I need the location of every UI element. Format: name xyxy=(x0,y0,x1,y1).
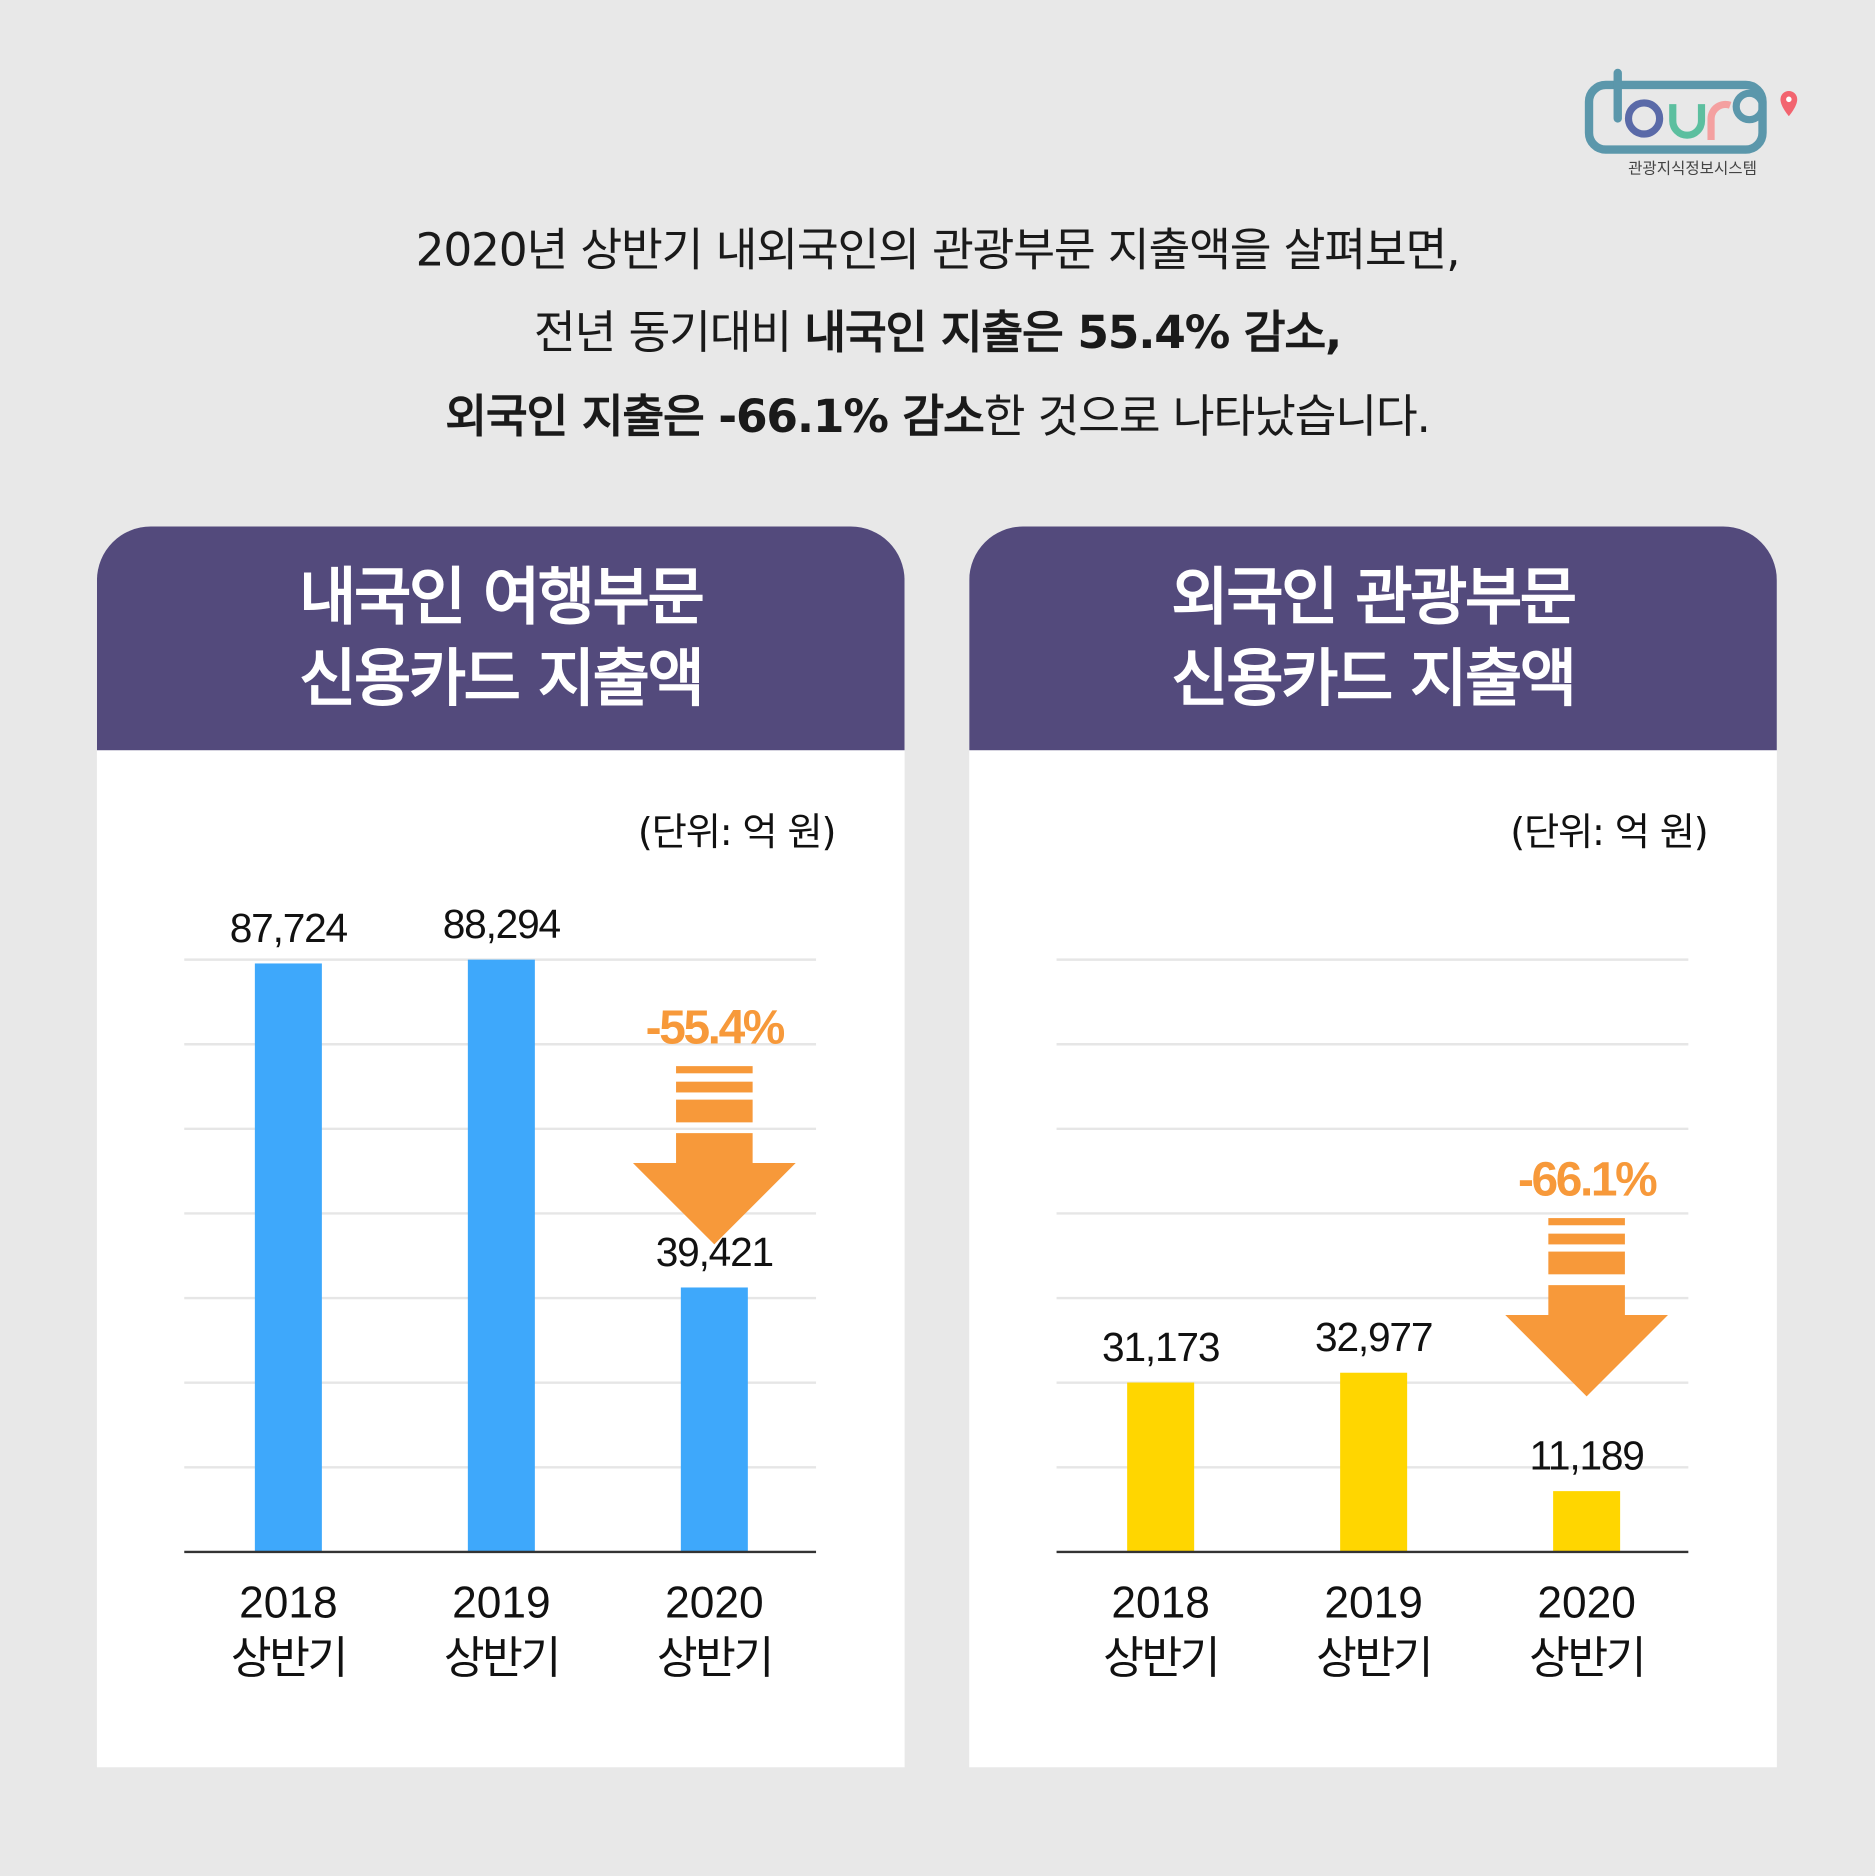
arrow-stripe xyxy=(1548,1233,1625,1245)
bar xyxy=(467,959,535,1552)
foreign-chart-panel: 외국인 관광부문 신용카드 지출액 (단위: 억 원) 31,173 2018 상반… xyxy=(969,526,1777,1768)
category-label-year: 2018 xyxy=(1111,1579,1209,1628)
down-arrow-icon xyxy=(1505,1285,1668,1397)
bar xyxy=(680,1287,748,1552)
category-label-year: 2020 xyxy=(1537,1579,1635,1628)
domestic-chart-panel: 내국인 여행부문 신용카드 지출액 (단위: 억 원) 87,724 2018 상반… xyxy=(96,526,905,1768)
bar xyxy=(254,963,322,1552)
panel-title-line: 신용카드 지출액 xyxy=(299,643,705,715)
panel-title-line: 신용카드 지출액 xyxy=(1171,643,1577,715)
panel-title-line: 외국인 관광부문 xyxy=(1171,561,1577,634)
bar xyxy=(1340,1372,1408,1552)
category-label-period: 상반기 xyxy=(1103,1633,1218,1684)
arrow-stripe xyxy=(676,1099,753,1123)
down-arrow-icon xyxy=(632,1133,796,1245)
intro-emphasis: 외국인 지출은 -66.1% 감소 xyxy=(445,390,985,443)
panel-title-line: 내국인 여행부문 xyxy=(299,561,705,634)
category-label-year: 2019 xyxy=(452,1579,550,1628)
intro-line-3: 외국인 지출은 -66.1% 감소한 것으로 나타났습니다. xyxy=(0,379,1875,445)
value-label: 32,977 xyxy=(1315,1314,1432,1360)
category-label-year: 2018 xyxy=(239,1579,337,1628)
value-label: 11,189 xyxy=(1530,1433,1644,1479)
bar xyxy=(1553,1491,1621,1552)
arrow-stripe xyxy=(1548,1218,1625,1226)
panel-title: 내국인 여행부문 신용카드 지출액 xyxy=(96,526,905,751)
value-label: 31,173 xyxy=(1102,1324,1219,1370)
value-label: 87,724 xyxy=(230,905,348,951)
intro-text: 전년 동기대비 xyxy=(533,306,805,359)
category-label-period: 상반기 xyxy=(444,1633,559,1684)
category-label-period: 상반기 xyxy=(657,1633,772,1684)
domestic-bar-chart: 87,7242018상반기88,2942019상반기39,4212020상반기-… xyxy=(184,901,817,1684)
percent-change-label: -55.4% xyxy=(646,1001,785,1054)
intro-text: 2020년 상반기 내외국인의 관광부문 지출액을 살펴보면, xyxy=(415,223,1461,277)
unit-label: (단위: 억 원) xyxy=(1510,808,1708,855)
unit-label: (단위: 억 원) xyxy=(637,808,836,855)
panel-title: 외국인 관광부문 신용카드 지출액 xyxy=(969,526,1777,751)
tour9-logo xyxy=(1584,68,1798,154)
foreign-bar-chart: 31,173 2018 상반기 32,977 2019 상반기 11,189 2020 상반기 -… xyxy=(1056,958,1689,1684)
category-label-year: 2019 xyxy=(1324,1579,1422,1628)
intro-line-1: 2020년 상반기 내외국인의 관광부문 지출액을 살펴보면, xyxy=(0,213,1875,279)
arrow-stripe xyxy=(676,1081,753,1093)
category-label-period: 상반기 xyxy=(231,1633,346,1684)
logo-subtitle: 관광지식정보시스템 xyxy=(1628,160,1757,179)
percent-change-label: -66.1% xyxy=(1518,1153,1657,1206)
intro-text: 한 것으로 나타났습니다. xyxy=(983,390,1431,443)
intro-line-2: 전년 동기대비 내국인 지출은 55.4% 감소, xyxy=(0,296,1875,362)
category-label-year: 2020 xyxy=(665,1579,763,1628)
arrow-stripe xyxy=(1548,1251,1625,1275)
bar xyxy=(1127,1382,1195,1552)
value-label: 88,294 xyxy=(443,901,561,947)
category-label-period: 상반기 xyxy=(1316,1633,1431,1684)
intro-emphasis: 내국인 지출은 55.4% 감소, xyxy=(804,306,1342,359)
arrow-stripe xyxy=(676,1066,753,1074)
category-label-period: 상반기 xyxy=(1529,1633,1644,1684)
